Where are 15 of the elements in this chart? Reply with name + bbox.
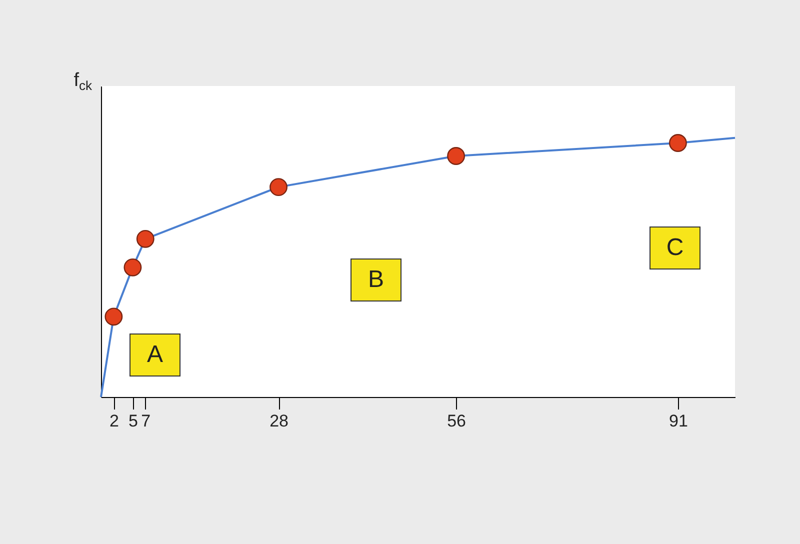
x-tick-label: 91 xyxy=(668,412,688,430)
x-tick-label: 56 xyxy=(447,412,466,430)
point xyxy=(270,178,288,196)
annotation: A xyxy=(146,341,164,368)
x-tick-label: 7 xyxy=(141,412,151,430)
point xyxy=(136,230,154,248)
annotation: B xyxy=(368,266,384,293)
x-tick-label: 28 xyxy=(270,412,288,430)
point xyxy=(668,134,687,152)
point xyxy=(104,308,123,326)
point xyxy=(447,147,466,165)
x-tick-label: 2 xyxy=(109,412,119,430)
point xyxy=(124,258,142,276)
annotation: C xyxy=(666,234,684,261)
x-tick-label: 5 xyxy=(128,412,138,430)
